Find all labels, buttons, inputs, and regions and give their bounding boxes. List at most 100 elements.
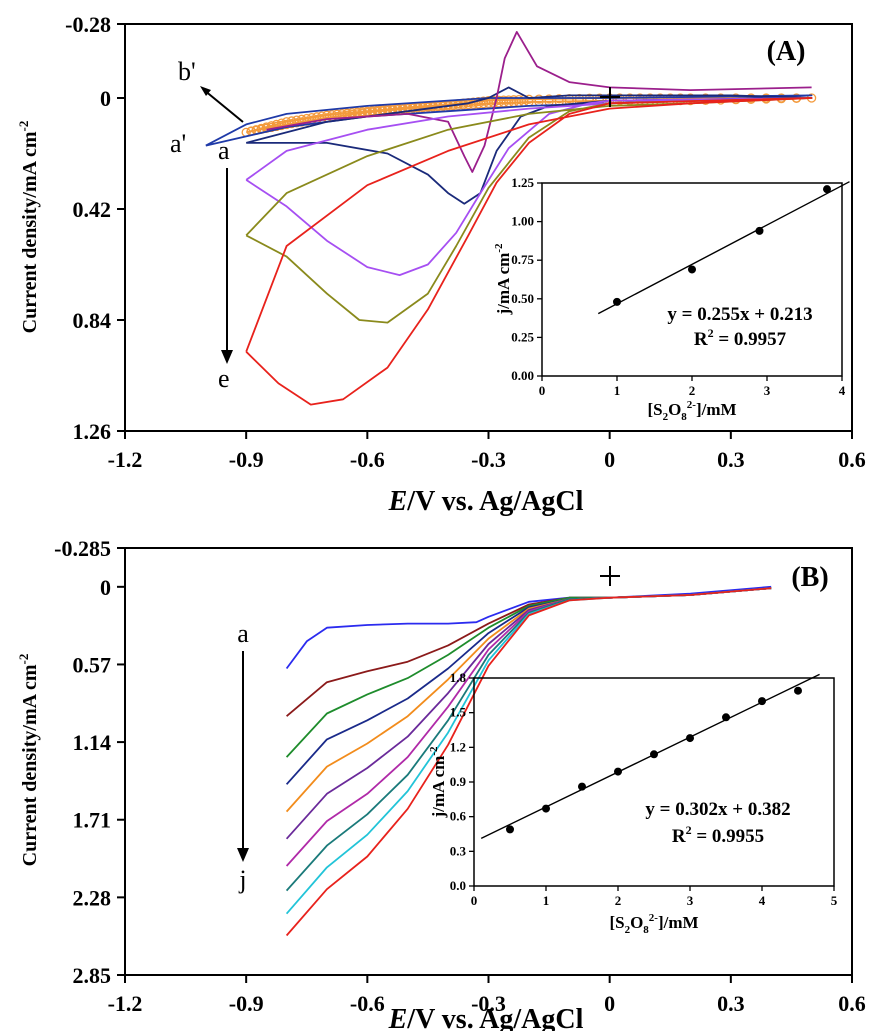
panel-a-r2-value: = 0.9957 [714,329,787,350]
panel-b-y-tick-label: -0.285 [54,536,111,561]
panel-b-r-squared: R2 = 0.9955 [672,823,764,847]
panel-b: -0.285 0 0.57 1.14 1.71 2.28 2.85 -1.2 -0.9 -0.6… [16,536,866,1035]
panel-b-inset-y-sup: -2 [428,746,440,756]
panel-a-series-marker [534,94,544,104]
panel-a-inset-x-tick-label: 2 [689,383,696,398]
curve-label-b-prime: b' [178,57,196,86]
panel-a-x-label-rest: /V vs. Ag/AgCl [406,486,583,517]
panel-b-inset-y-tick-label: 1.5 [450,705,467,720]
panel-a-inset-x-sub-8: 8 [681,411,687,423]
panel-a-series-marker [468,99,479,109]
panel-a-r-squared: R2 = 0.9957 [694,326,787,350]
panel-b-inset-point [542,804,550,813]
panel-a-series-marker [493,95,504,105]
panel-a-series-marker [524,94,534,104]
panel-a-x-axis-label: E/V vs. Ag/AgCl [388,486,584,517]
panel-b-inset-point [614,767,622,776]
panel-a-inset-point [688,265,696,274]
panel-b-inset-x-tick-label: 5 [831,893,838,908]
panel-a-y-label-main: Current density/mA cm [19,131,41,333]
panel-a-series-marker [483,98,494,108]
panel-a-r2-label: R [694,329,708,350]
panel-a-series-line [245,97,813,277]
panel-a-series-marker [509,95,519,105]
panel-a-inset-ticks: 0.00 0.25 0.50 0.75 1.00 1.25 0 1 2 3 4 [511,175,846,398]
panel-b-series-line [285,587,772,937]
curve-label-b-j: j [238,865,246,894]
panel-b-x-ticks: -1.2 -0.9 -0.6 -0.3 0 0.3 0.6 [108,975,866,1016]
panel-b-series-line [285,587,772,915]
panel-b-inset-point [578,782,586,791]
panel-b-inset-frame [473,677,835,887]
curve-label-b-a: a [237,619,249,648]
panel-a-inset-x-label: [S2O82-]/mM [647,399,736,423]
panel-a-inset-x-sup: 2- [687,399,697,411]
panel-b-inset-x-label-main: [S [609,913,624,932]
panel-a-x-tick-label: -0.6 [350,447,385,472]
panel-b-inset-x-label-o: O [630,913,643,932]
panel-b-inset-point [758,697,766,706]
panel-b-x-tick-label: -0.6 [350,991,385,1016]
panel-a-series-marker [483,95,494,106]
panel-b-x-label-italic: E [388,1004,408,1031]
panel-a-inset-y-tick-label: 0.25 [511,329,534,344]
panel-b-inset-x-tick-label: 1 [543,893,550,908]
panel-a-series-marker [292,118,302,128]
panel-a-series-marker [488,95,499,106]
panel-b-y-ticks: -0.285 0 0.57 1.14 1.71 2.28 2.85 [54,536,125,988]
panel-a-x-tick-label: -0.9 [229,447,264,472]
panel-b-x-label-rest: /V vs. Ag/AgCl [406,1004,583,1031]
panel-a-inset-y-tick-label: 1.25 [511,175,534,190]
panel-b-x-tick-label: 0.3 [717,991,745,1016]
panel-b-y-tick-label: 1.71 [73,808,112,833]
panel-a-x-tick-label: 0.3 [717,447,745,472]
panel-a: -0.28 0 0.42 0.84 1.26 -1.2 -0.9 -0.6 -0.3 0 0.3 0… [16,12,866,517]
panel-b-x-tick-label: -0.9 [229,991,264,1016]
panel-a-inset-point [613,297,621,306]
panel-b-inset-x-sup: 2- [649,912,659,924]
panel-b-inset-y-tick-label: 1.2 [450,739,466,754]
panel-a-inset-y-tick-label: 1.00 [511,214,534,229]
panel-a-inset-marks [597,181,850,315]
panel-b-y-tick-label: 0 [100,575,111,600]
arrow-a-to-e-head [221,350,233,364]
arrow-b-prime-head [200,86,211,96]
panel-b-inset-x-label-tail: ]/mM [658,913,699,932]
panel-a-x-label-italic: E [388,486,408,517]
panel-b-series-line [285,585,772,670]
panel-b-inset-x-tick-label: 0 [471,893,478,908]
panel-a-y-tick-label: -0.28 [65,12,111,37]
curve-label-a-prime: a' [170,129,186,158]
panel-a-y-ticks: -0.28 0 0.42 0.84 1.26 [65,12,125,444]
panel-a-inset-point [755,226,764,235]
panel-b-y-label-sup: -2 [16,654,31,665]
panel-a-y-tick-label: 0 [100,86,111,111]
panel-b-x-tick-label: 0 [604,991,615,1016]
panel-a-y-axis-label: Current density/mA cm-2 [16,121,41,334]
panel-b-inset-y-tick-label: 1.8 [450,670,467,685]
panel-b-inset-ticks: 0.0 0.3 0.6 0.9 1.2 1.5 1.8 0 1 2 3 4 5 [450,670,838,908]
panel-b-inset-x-label: [S2O82-]/mM [609,912,698,936]
panel-a-inset-frame [541,182,843,377]
panel-a-series-marker [403,103,413,114]
curve-label-a: a [218,136,230,165]
arrow-b-prime-line [203,89,244,123]
panel-b-inset-point [722,713,730,722]
panel-b-inset-point [650,750,658,759]
panel-a-inset-y-tick-label: 0.50 [511,291,534,306]
panel-a-inset-y-label: j/mA cm-2 [493,243,513,316]
panel-a-series-marker [498,95,509,105]
panel-b-r2-sup: 2 [686,823,692,837]
panel-b-x-tick-label: 0.6 [838,991,866,1016]
panel-a-x-ticks: -1.2 -0.9 -0.6 -0.3 0 0.3 0.6 [108,431,866,472]
panel-a-label: (A) [767,36,806,67]
panel-a-inset-y-sup: -2 [493,243,505,253]
panel-b-inset-y-label: j/mA cm-2 [428,746,448,819]
panel-b-inset-y-label-main: j/mA cm [429,756,448,819]
panel-a-frame [124,23,853,432]
panel-a-series-marker [392,104,403,115]
panel-b-fit-equation: y = 0.302x + 0.382 [645,799,790,820]
panel-a-series-marker [413,103,423,113]
panel-a-series-marker [398,104,408,114]
